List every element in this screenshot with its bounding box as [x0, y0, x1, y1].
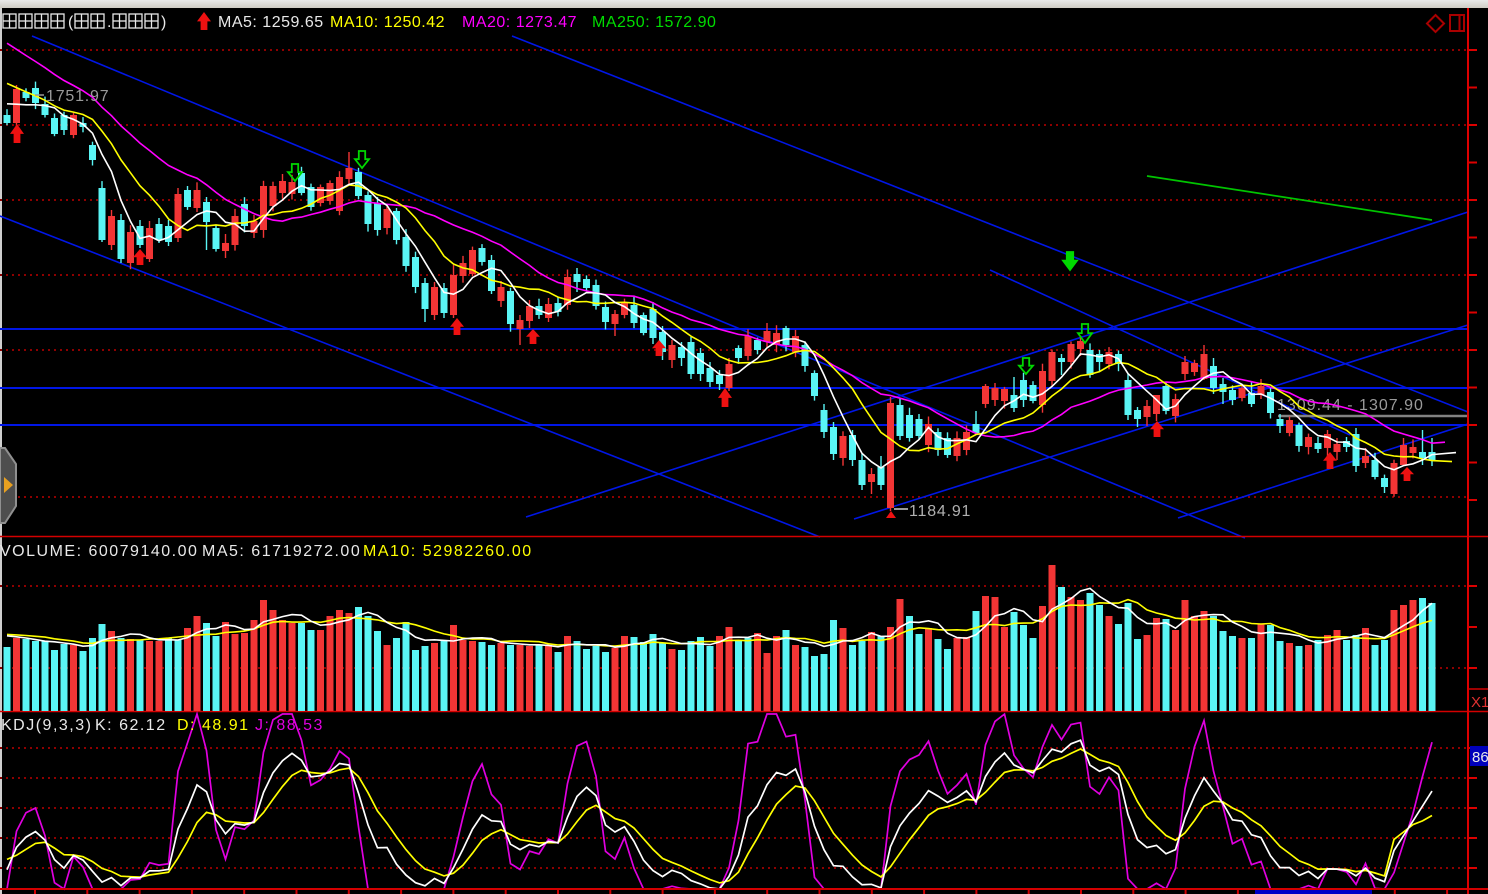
svg-text:K: 62.12: K: 62.12	[95, 717, 167, 734]
svg-text:MA5: 61719272.00: MA5: 61719272.00	[202, 543, 361, 560]
svg-text:1309.44 - 1307.90: 1309.44 - 1307.90	[1277, 397, 1424, 414]
svg-text:): )	[161, 14, 166, 31]
svg-text:KDJ(9,3,3): KDJ(9,3,3)	[1, 717, 92, 734]
svg-text:MA250: 1572.90: MA250: 1572.90	[592, 14, 716, 31]
svg-text:MA10: 1250.42: MA10: 1250.42	[330, 14, 445, 31]
svg-text:.: .	[107, 14, 111, 31]
svg-text:MA20: 1273.47: MA20: 1273.47	[462, 14, 577, 31]
svg-text:86: 86	[1472, 749, 1488, 766]
svg-text:X1: X1	[1471, 694, 1488, 711]
svg-text:MA10: 52982260.00: MA10: 52982260.00	[363, 543, 533, 560]
svg-text:VOLUME: 60079140.00: VOLUME: 60079140.00	[0, 543, 198, 560]
svg-text:D: 48.91: D: 48.91	[177, 717, 249, 734]
svg-text:J: 88.53: J: 88.53	[255, 717, 324, 734]
svg-text:1184.91: 1184.91	[909, 503, 971, 520]
svg-text:MA5: 1259.65: MA5: 1259.65	[218, 14, 324, 31]
svg-text:1751.97: 1751.97	[46, 88, 109, 105]
svg-text:(: (	[68, 14, 74, 31]
